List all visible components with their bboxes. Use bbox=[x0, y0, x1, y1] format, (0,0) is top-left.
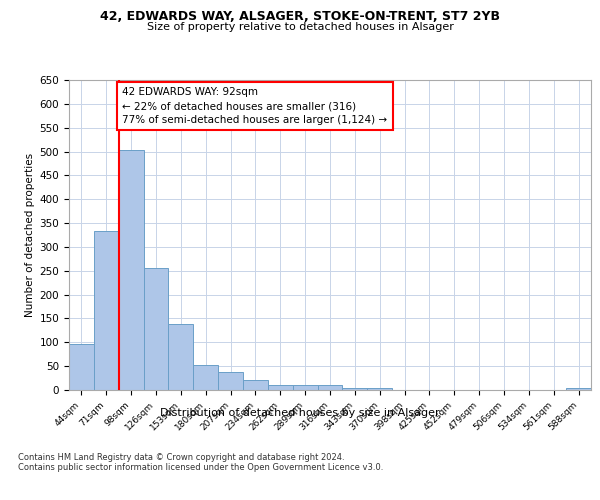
Bar bbox=[566, 388, 591, 390]
Bar bbox=[243, 380, 268, 390]
Bar bbox=[343, 388, 367, 390]
Bar bbox=[94, 231, 119, 390]
Bar bbox=[367, 388, 392, 390]
Text: Distribution of detached houses by size in Alsager: Distribution of detached houses by size … bbox=[160, 408, 440, 418]
Bar bbox=[119, 150, 143, 390]
Bar bbox=[317, 385, 343, 390]
Bar bbox=[268, 385, 293, 390]
Y-axis label: Number of detached properties: Number of detached properties bbox=[25, 153, 35, 317]
Text: Contains HM Land Registry data © Crown copyright and database right 2024.
Contai: Contains HM Land Registry data © Crown c… bbox=[18, 452, 383, 472]
Bar bbox=[218, 372, 243, 390]
Bar bbox=[143, 268, 169, 390]
Bar bbox=[169, 324, 193, 390]
Text: Size of property relative to detached houses in Alsager: Size of property relative to detached ho… bbox=[146, 22, 454, 32]
Bar bbox=[69, 344, 94, 390]
Text: 42, EDWARDS WAY, ALSAGER, STOKE-ON-TRENT, ST7 2YB: 42, EDWARDS WAY, ALSAGER, STOKE-ON-TRENT… bbox=[100, 10, 500, 23]
Text: 42 EDWARDS WAY: 92sqm
← 22% of detached houses are smaller (316)
77% of semi-det: 42 EDWARDS WAY: 92sqm ← 22% of detached … bbox=[122, 87, 388, 125]
Bar bbox=[193, 364, 218, 390]
Bar bbox=[293, 385, 317, 390]
